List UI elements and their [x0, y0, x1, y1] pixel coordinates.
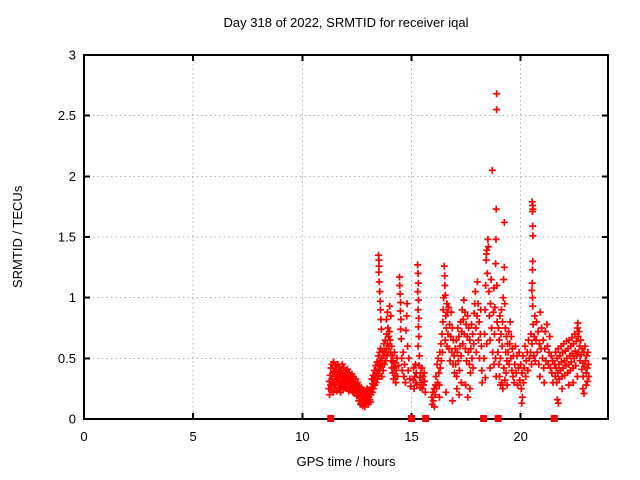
x-tick-label: 20	[513, 429, 527, 444]
baseline-marker	[408, 415, 415, 422]
x-tick-label: 15	[404, 429, 418, 444]
y-tick-label: 2.5	[58, 108, 76, 123]
x-tick-label: 5	[190, 429, 197, 444]
baseline-marker	[494, 415, 502, 422]
y-tick-label: 1.5	[58, 230, 76, 245]
axis-ticks	[83, 54, 608, 420]
y-tick-label: 3	[69, 48, 76, 63]
x-axis-label: GPS time / hours	[296, 454, 396, 469]
baseline-marker	[422, 415, 430, 422]
chart-title: Day 318 of 2022, SRMTID for receiver iqa…	[223, 15, 469, 30]
x-tick-label: 0	[80, 429, 87, 444]
y-tick-label: 0.5	[58, 351, 76, 366]
baseline-marker	[327, 415, 335, 422]
scatter-points	[325, 90, 593, 411]
x-tick-label: 10	[295, 429, 309, 444]
y-axis-label: SRMTID / TECUs	[10, 185, 25, 289]
baseline-marker	[550, 415, 558, 422]
y-tick-label: 2	[69, 169, 76, 184]
y-tick-label: 1	[69, 290, 76, 305]
y-tick-label: 0	[69, 412, 76, 427]
baseline-marker	[480, 415, 488, 422]
gridlines	[84, 55, 608, 419]
